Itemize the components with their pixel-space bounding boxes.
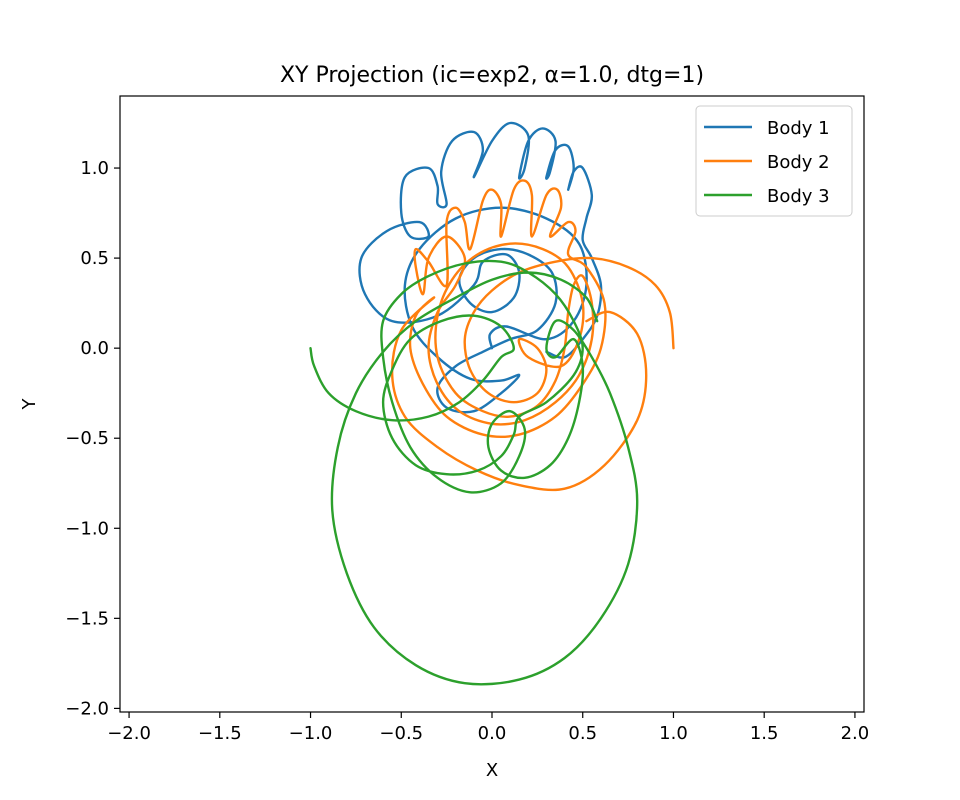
series-line-body-1 bbox=[358, 121, 603, 414]
legend-label-body-1: Body 1 bbox=[767, 118, 830, 139]
x-tick-label: 1.5 bbox=[750, 723, 779, 744]
y-axis-label: Y bbox=[19, 398, 40, 411]
legend-label-body-3: Body 3 bbox=[767, 186, 830, 207]
legend-label-body-2: Body 2 bbox=[767, 152, 830, 173]
y-axis: −2.0 −1.5 −1.0 −0.5 0.0 0.5 1.0 bbox=[65, 158, 120, 719]
x-tick-label: 2.0 bbox=[841, 723, 870, 744]
x-tick-label: 0.5 bbox=[568, 723, 597, 744]
y-tick-label: 0.5 bbox=[80, 248, 109, 269]
x-tick-label: 1.0 bbox=[659, 723, 688, 744]
y-tick-label: −2.0 bbox=[65, 698, 109, 719]
x-axis-label: X bbox=[486, 760, 498, 781]
y-tick-label: −1.5 bbox=[65, 608, 109, 629]
x-tick-label: 0.0 bbox=[478, 723, 507, 744]
x-tick-label: −2.0 bbox=[107, 723, 151, 744]
series-line-body-3 bbox=[309, 259, 639, 686]
y-tick-label: −1.0 bbox=[65, 518, 109, 539]
y-tick-label: 1.0 bbox=[80, 158, 109, 179]
x-axis: −2.0 −1.5 −1.0 −0.5 0.0 0.5 1.0 1.5 2.0 bbox=[107, 712, 869, 744]
x-tick-label: −1.0 bbox=[289, 723, 333, 744]
x-tick-label: −0.5 bbox=[379, 723, 423, 744]
series-layer bbox=[309, 121, 675, 686]
y-tick-label: 0.0 bbox=[80, 338, 109, 359]
legend: Body 1 Body 2 Body 3 bbox=[695, 105, 853, 217]
y-tick-label: −0.5 bbox=[65, 428, 109, 449]
chart-title: XY Projection (ic=exp2, α=1.0, dtg=1) bbox=[280, 63, 704, 88]
series-line-body-2 bbox=[390, 179, 675, 492]
x-tick-label: −1.5 bbox=[198, 723, 242, 744]
legend-box bbox=[695, 105, 853, 217]
